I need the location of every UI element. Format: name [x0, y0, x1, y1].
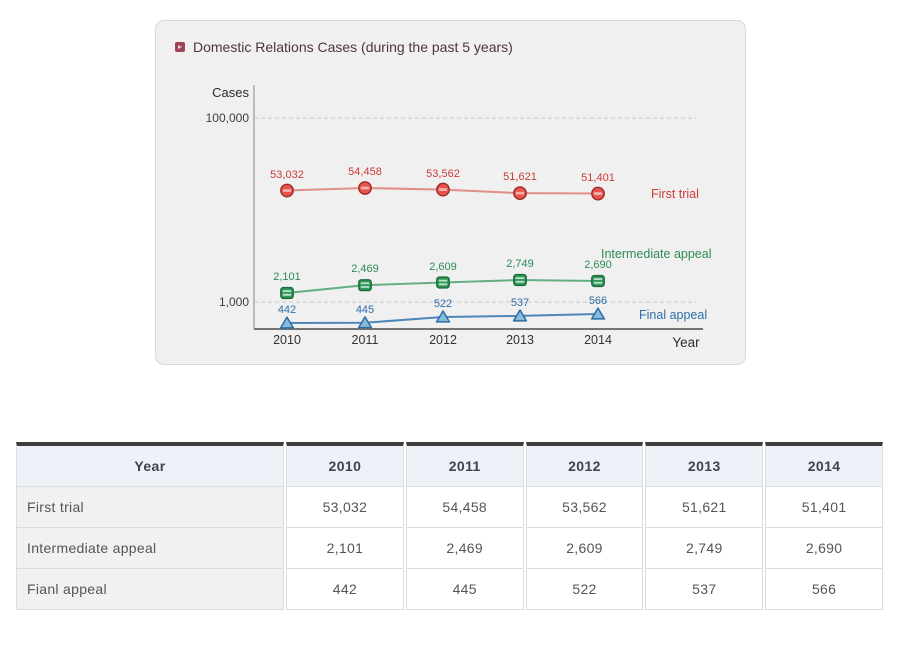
- marker-stripe: [282, 293, 292, 296]
- table-cell: 53,562: [525, 487, 644, 528]
- marker-band: [593, 192, 603, 195]
- point-label: 53,032: [270, 168, 304, 181]
- point-label: 2,690: [584, 259, 612, 272]
- marker-stripe: [438, 279, 448, 282]
- chart-panel: Domestic Relations Cases (during the pas…: [155, 20, 746, 365]
- point-label: 2,609: [429, 260, 457, 273]
- marker-stripe: [282, 290, 292, 292]
- marker-band: [360, 186, 370, 190]
- chart-title: Domestic Relations Cases (during the pas…: [193, 39, 513, 55]
- y-tick-1000: 1,000: [218, 295, 249, 309]
- row-label: Intermediate appeal: [16, 528, 284, 569]
- table-header-row: Year 2010 2011 2012 2013 2014: [16, 442, 883, 487]
- table-cell: 53,032: [286, 487, 404, 528]
- marker-stripe: [515, 280, 525, 283]
- marker-band: [515, 191, 525, 195]
- marker-triangle: [357, 316, 373, 329]
- x-axis-title: Year: [672, 335, 700, 350]
- title-bullet-icon: [175, 42, 185, 52]
- col-header-2014: 2014: [765, 442, 883, 487]
- series-label-first-trial: First trial: [651, 187, 699, 201]
- table-cell: 445: [405, 569, 524, 610]
- point-label: 442: [277, 303, 297, 316]
- series-label-intermediate-appeal: Intermediate appeal: [601, 247, 712, 261]
- table-cell: 442: [286, 569, 404, 610]
- table-cell: 51,401: [765, 487, 883, 528]
- marker-barrel: [513, 273, 527, 287]
- point-label: 2,749: [506, 257, 534, 270]
- table-cell: 54,458: [405, 487, 524, 528]
- marker-stripe: [593, 281, 603, 284]
- y-tick-100000: 100,000: [205, 111, 249, 125]
- point-label: 54,458: [348, 165, 382, 178]
- col-header-2010: 2010: [286, 442, 404, 487]
- point-label: 445: [355, 303, 375, 316]
- table-cell: 566: [765, 569, 883, 610]
- x-tick-2013: 2013: [506, 333, 534, 347]
- point-label: 2,101: [273, 270, 301, 283]
- cases-table: Year 2010 2011 2012 2013 2014 First trial 53,0…: [14, 442, 885, 610]
- col-header-2013: 2013: [645, 442, 764, 487]
- col-header-2011: 2011: [405, 442, 524, 487]
- marker-band: [282, 189, 292, 192]
- marker-triangle: [590, 307, 606, 320]
- point-label: 566: [588, 294, 608, 307]
- table-cell: 2,469: [405, 528, 524, 569]
- marker-stripe: [593, 278, 603, 281]
- x-tick-2010: 2010: [273, 333, 301, 347]
- marker-triangle: [279, 316, 295, 329]
- point-label: 51,401: [581, 171, 615, 184]
- table-cell: 2,609: [525, 528, 644, 569]
- x-tick-2011: 2011: [351, 333, 379, 347]
- marker-band: [438, 188, 448, 191]
- table-cell: 2,749: [645, 528, 764, 569]
- table-cell: 522: [525, 569, 644, 610]
- marker-stripe: [515, 277, 525, 279]
- marker-barrel: [436, 276, 450, 289]
- table-cell: 51,621: [645, 487, 764, 528]
- col-header-year: Year: [16, 442, 284, 487]
- marker-stripe: [438, 283, 448, 286]
- row-label: First trial: [16, 487, 284, 528]
- y-axis-title: Cases: [212, 85, 249, 100]
- marker-barrel: [358, 279, 372, 292]
- series-label-final-appeal: Final appeal: [639, 308, 708, 322]
- table-row: First trial 53,032 54,458 53,562 51,621 51,40…: [16, 487, 883, 528]
- marker-triangle: [512, 309, 528, 322]
- table-row: Fianl appeal 442 445 522 537 566: [16, 569, 883, 610]
- marker-stripe: [360, 282, 370, 285]
- marker-triangle: [435, 310, 451, 323]
- col-header-2012: 2012: [525, 442, 644, 487]
- table-row: Intermediate appeal 2,101 2,469 2,609 2,749 2…: [16, 528, 883, 569]
- x-tick-2012: 2012: [429, 333, 457, 347]
- row-label: Fianl appeal: [16, 569, 284, 610]
- table-cell: 537: [645, 569, 764, 610]
- point-label: 537: [510, 296, 530, 309]
- data-table-section: Year 2010 2011 2012 2013 2014 First trial 53,0…: [14, 442, 885, 610]
- marker-stripe: [360, 286, 370, 288]
- marker-barrel: [280, 286, 294, 300]
- chart-title-row: Domestic Relations Cases (during the pas…: [175, 39, 513, 55]
- table-cell: 2,690: [765, 528, 883, 569]
- line-chart: [253, 85, 703, 330]
- x-tick-2014: 2014: [584, 333, 612, 347]
- marker-barrel: [591, 274, 605, 288]
- point-label: 2,469: [351, 263, 379, 276]
- point-label: 53,562: [426, 167, 460, 180]
- point-label: 522: [433, 297, 453, 310]
- point-label: 51,621: [503, 171, 537, 184]
- table-cell: 2,101: [286, 528, 404, 569]
